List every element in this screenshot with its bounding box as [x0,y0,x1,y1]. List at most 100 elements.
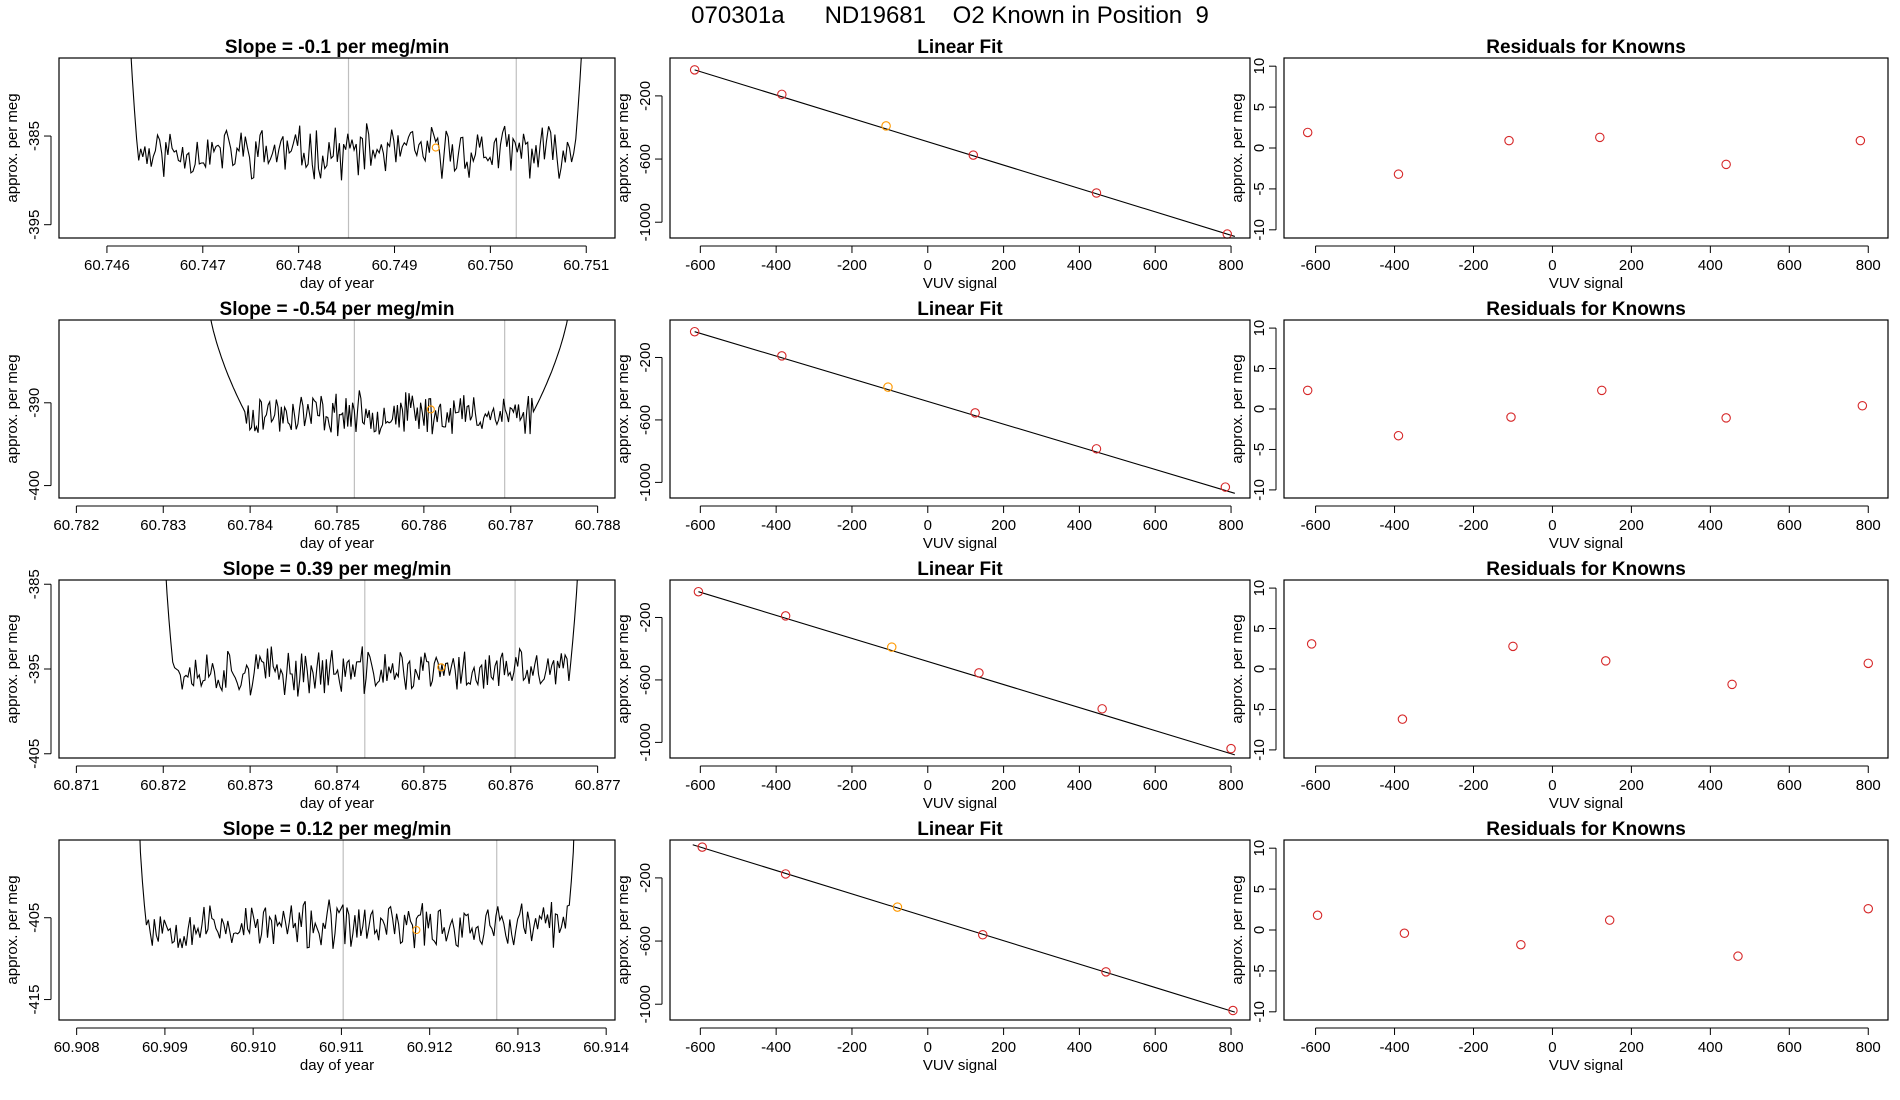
chart-r4-c1-x-tick-label-7: 60.914 [583,1039,629,1056]
chart-r2-c2-x-tick-label-4: 0 [924,517,932,534]
chart-r1-c2-title: Linear Fit [917,37,1003,58]
chart-r2-c3-point-6 [1857,401,1868,411]
chart-r2-c1-x-tick-label-3: 60.784 [227,517,273,534]
chart-r4-c3-x-tick-label-1: -600 [1301,1039,1331,1056]
chart-r1-c2-fit-line [694,69,1235,237]
chart-r3-c3-x-tick-label-6: 400 [1698,777,1723,794]
chart-r1-c3-y-tick-label-3: 0 [1251,144,1268,152]
chart-r1-c2-point-2 [777,89,787,100]
chart-r2-c2-x-tick-label-7: 600 [1143,517,1168,534]
chart-r4-c2-x-tick-label-8: 800 [1219,1039,1244,1056]
chart-r1-c1-y-tick-label-2: -395 [26,210,43,240]
chart-r2-c3-x-tick-label-1: -600 [1301,517,1331,534]
chart-r1-c2-frame [669,57,1251,239]
chart-r1-c3-x-tick-label-5: 200 [1619,257,1644,274]
chart-r2-c3-x-tick-label-2: -400 [1380,517,1410,534]
chart-r3-c1-x-tick-label-3: 60.873 [227,777,273,794]
chart-r2-c3-x-tick-label-3: -200 [1458,517,1488,534]
chart-r3-c3-frame [1283,579,1889,759]
chart-r2-c3-x-tick-label-8: 800 [1856,517,1881,534]
chart-r1-c1-frame [58,57,616,239]
chart-r1-c3-y-tick-label-5: -10 [1251,219,1268,241]
chart-r1-c2-y-tick-label-1: -200 [637,81,654,111]
chart-r4-c3-x-tick-label-8: 800 [1856,1039,1881,1056]
chart-r3-c3-x-tick-label-3: -200 [1458,777,1488,794]
chart-r3-c1-x-tick-label-1: 60.871 [53,777,99,794]
chart-r1-c2-point-1 [689,65,700,75]
chart-r2-c2-point-1 [689,326,700,337]
chart-r4-c2-point-4 [977,929,988,940]
chart-r4-c1-x-tick-label-5: 60.912 [407,1039,453,1056]
chart-r4-c1-x-tick-label-1: 60.908 [54,1039,100,1056]
chart-r2-c1-frame [58,319,616,499]
chart-r1-c3-x-tick-label-3: -200 [1458,257,1488,274]
chart-r2-c1-x-tick-label-5: 60.786 [401,517,447,534]
chart-r1-c1-y-axis-label: approx. per meg [4,93,21,202]
chart-r2-c3-x-tick-label-5: 200 [1619,517,1644,534]
chart-r4-c2-x-tick-label-7: 600 [1143,1039,1168,1056]
chart-r3-c2-y-axis-label: approx. per meg [615,614,632,723]
chart-r4-c1-series-line [139,840,575,949]
chart-r3-c3-title: Residuals for Knowns [1486,559,1686,580]
chart-r4-c1-frame [58,839,616,1021]
chart-r1-c3-point-1 [1302,127,1313,138]
chart-r2-c1-series-line [210,320,568,437]
chart-r3-c3-x-tick-label-5: 200 [1619,777,1644,794]
chart-r3-c1-frame [58,579,616,759]
chart-r1-c3-y-tick-label-4: -5 [1251,182,1268,195]
chart-r4-c3-title: Residuals for Knowns [1486,819,1686,840]
chart-r4-c3-x-tick-label-3: -200 [1458,1039,1488,1056]
chart-r2-c2-point-3 [883,382,893,392]
chart-r1-c3-x-tick-label-7: 600 [1777,257,1802,274]
chart-r3-c2-x-tick-label-5: 200 [991,777,1016,794]
chart-r1-c3-x-tick-label-1: -600 [1301,257,1331,274]
chart-r1-c1-series-line [130,58,582,181]
chart-r1-c3-y-tick-label-1: 10 [1251,58,1268,75]
chart-r1-c3-title: Residuals for Knowns [1486,37,1686,58]
chart-r4-c3-y-tick-label-3: 0 [1251,926,1268,934]
chart-r1-c2-y-axis-label: approx. per meg [615,93,632,202]
chart-r3-c2-point-5 [1097,704,1107,714]
chart-r2-c2-point-6 [1220,482,1231,492]
chart-r2-c3-x-tick-label-6: 400 [1698,517,1723,534]
chart-r4-c1-highlight-point [412,925,421,935]
chart-r2-c2-x-tick-label-8: 800 [1219,517,1244,534]
chart-r4-c3-y-tick-label-2: 5 [1251,885,1268,893]
chart-r3-c1-y-tick-label-1: -385 [26,569,43,599]
chart-r4-c2-x-axis-label: VUV signal [923,1057,997,1074]
chart-r4-c3-point-6 [1863,903,1874,914]
chart-r2-c3-y-tick-label-3: 0 [1251,405,1268,413]
chart-r3-c1-y-tick-label-2: -395 [26,654,43,684]
chart-r3-c2-x-tick-label-7: 600 [1143,777,1168,794]
chart-r1-c1-x-tick-label-2: 60.747 [180,257,226,274]
chart-r4-c3-frame [1283,839,1889,1021]
chart-r3-c2-point-2 [780,611,791,621]
chart-r2-c1-y-tick-label-1: -390 [26,388,43,418]
chart-r1-c3-frame [1283,57,1889,239]
chart-r4-c1-x-tick-label-3: 60.910 [230,1039,276,1056]
chart-r1-c1-y-tick-label-1: -385 [26,121,43,151]
chart-r2-c3-point-2 [1393,430,1404,441]
chart-r4-c3-point-1 [1312,910,1323,921]
chart-r2-c1-x-tick-label-2: 60.783 [140,517,186,534]
chart-r3-c1-x-tick-label-6: 60.876 [488,777,534,794]
chart-r1-c3-x-tick-label-6: 400 [1698,257,1723,274]
chart-r2-c2-fit-line [694,331,1235,494]
chart-r3-c2-x-tick-label-4: 0 [924,777,932,794]
chart-r2-c3-y-tick-label-1: 10 [1251,320,1268,337]
page-title: 070301a ND19681 O2 Known in Position 9 [691,2,1209,29]
chart-r1-c3-y-tick-label-2: 5 [1251,103,1268,111]
chart-r2-c2-x-tick-label-1: -600 [685,517,715,534]
chart-r4-c2-point-3 [892,902,903,912]
chart-r4-c2-point-5 [1101,967,1111,977]
chart-r4-c2-y-tick-label-1: -200 [637,863,654,893]
chart-r2-c1-y-axis-label: approx. per meg [4,354,21,463]
chart-r2-c3-x-tick-label-7: 600 [1777,517,1802,534]
chart-r4-c1-x-tick-label-4: 60.911 [319,1039,364,1056]
chart-r4-c3-y-axis-label: approx. per meg [1229,875,1246,984]
chart-r2-c3-point-4 [1597,385,1607,396]
chart-r4-c3-point-5 [1733,951,1743,961]
chart-r3-c1-highlight-point [437,663,446,672]
chart-r4-c2-point-1 [697,842,707,852]
chart-r4-c3-point-3 [1516,939,1526,950]
